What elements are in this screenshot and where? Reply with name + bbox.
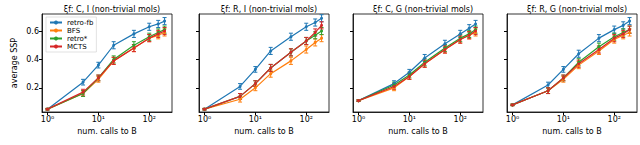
- svg-text:10⁰: 10⁰: [198, 115, 211, 124]
- svg-text:10²: 10²: [454, 115, 467, 124]
- svg-text:10¹: 10¹: [403, 115, 416, 124]
- svg-text:0.2: 0.2: [26, 83, 39, 92]
- svg-text:MCTS: MCTS: [67, 43, 87, 51]
- svg-text:retro-fb: retro-fb: [67, 19, 94, 27]
- svg-text:0.4: 0.4: [26, 55, 39, 64]
- svg-text:num. calls to B: num. calls to B: [234, 127, 294, 136]
- svg-text:ξf: R, G (non-trivial mols): ξf: R, G (non-trivial mols): [527, 5, 627, 14]
- svg-text:10²: 10²: [300, 115, 313, 124]
- svg-text:10¹: 10¹: [249, 115, 262, 124]
- svg-text:ξf: C, I (non-trivial mols): ξf: C, I (non-trivial mols): [64, 5, 160, 14]
- svg-text:10²: 10²: [143, 115, 156, 124]
- svg-text:10¹: 10¹: [557, 115, 570, 124]
- svg-text:10⁰: 10⁰: [352, 115, 365, 124]
- svg-text:average SSP: average SSP: [10, 38, 19, 88]
- svg-text:0.6: 0.6: [26, 27, 39, 36]
- svg-text:num. calls to B: num. calls to B: [542, 127, 602, 136]
- svg-text:num. calls to B: num. calls to B: [388, 127, 448, 136]
- svg-text:10²: 10²: [608, 115, 621, 124]
- svg-text:10⁰: 10⁰: [41, 115, 54, 124]
- svg-text:retro*: retro*: [67, 35, 88, 43]
- svg-text:ξf: R, I (non-trivial mols): ξf: R, I (non-trivial mols): [221, 5, 317, 14]
- svg-text:BFS: BFS: [67, 27, 81, 35]
- svg-text:10⁰: 10⁰: [506, 115, 519, 124]
- svg-text:ξf: C, G (non-trivial mols): ξf: C, G (non-trivial mols): [373, 5, 473, 14]
- svg-text:num. calls to B: num. calls to B: [77, 127, 137, 136]
- svg-text:10¹: 10¹: [92, 115, 105, 124]
